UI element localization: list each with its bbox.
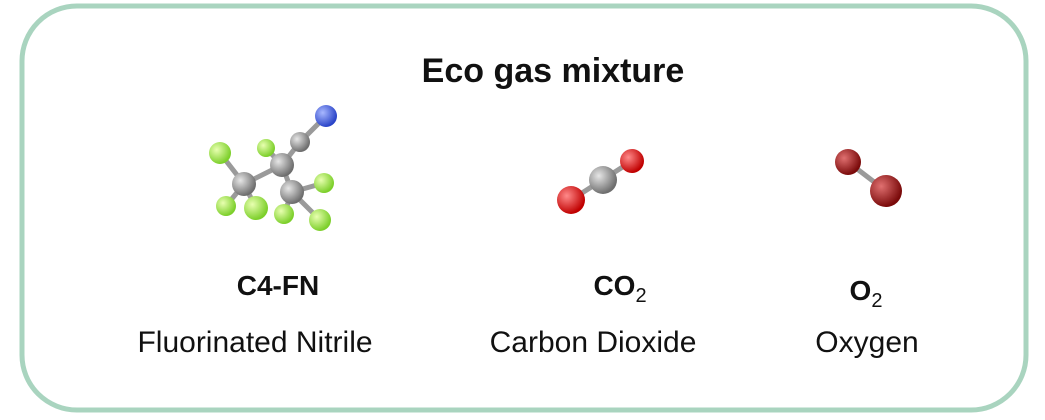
title: Eco gas mixture [422, 52, 685, 90]
formula-main: O [850, 275, 872, 306]
molecule-name: Carbon Dioxide [490, 326, 697, 359]
diagram: Eco gas mixture C [0, 0, 1045, 420]
molecule-name: Fluorinated Nitrile [137, 326, 372, 359]
formula-main: CO [593, 270, 635, 301]
formula-subscript: 2 [871, 290, 882, 312]
formula: C4-FN [237, 270, 319, 301]
molecule-name: Oxygen [815, 326, 918, 359]
formula-subscript: 2 [635, 285, 646, 307]
formula-main: C4-FN [237, 270, 319, 301]
